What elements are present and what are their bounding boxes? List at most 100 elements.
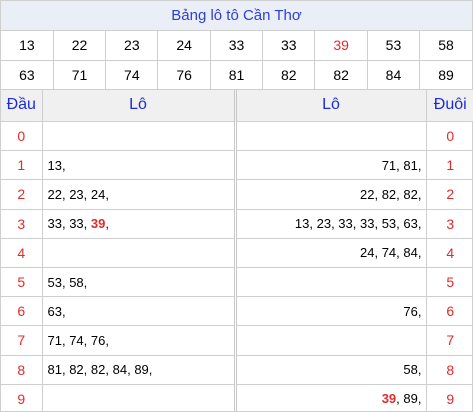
duoi-cell: 4 <box>426 238 473 268</box>
loto-number: 71 <box>381 157 397 173</box>
loto-row: 7 71, 74, 76, 7 <box>1 325 473 356</box>
loto-number: 82 <box>69 362 84 378</box>
loto-number: 82 <box>381 186 397 202</box>
loto-number: 39 <box>381 391 397 407</box>
loto-number: 81 <box>47 362 62 378</box>
loto-number: 76 <box>90 332 106 348</box>
loto-number: 84 <box>403 245 418 261</box>
loto-number: 63 <box>403 216 418 232</box>
lo-right-cell: 71, 81, <box>235 150 427 181</box>
loto-row: 3 33, 33, 39, 13, 23, 33, 33, 53, 63, 3 <box>1 209 473 239</box>
loto-row: 6 63, 76, 6 <box>1 296 473 327</box>
loto-number: 22 <box>47 186 62 202</box>
result-cell: 22 <box>53 31 107 61</box>
loto-number: 24 <box>360 245 375 261</box>
header-dau: Đầu <box>1 89 43 122</box>
result-cell: 13 <box>1 31 54 61</box>
lo-left-cell: 71, 74, 76, <box>42 325 237 356</box>
loto-number: 71 <box>47 332 62 348</box>
loto-number: 81 <box>403 157 418 173</box>
duoi-cell: 8 <box>426 355 473 385</box>
duoi-cell: 5 <box>426 267 473 298</box>
loto-number: 89 <box>134 362 149 378</box>
header-duoi: Đuôi <box>426 89 473 122</box>
duoi-cell: 6 <box>426 296 473 327</box>
result-cell: 84 <box>367 60 421 90</box>
loto-number: 24 <box>90 186 106 202</box>
duoi-cell: 1 <box>426 150 473 181</box>
header-lo-right: Lô <box>235 89 427 122</box>
lo-right-cell <box>235 121 427 152</box>
dau-cell: 5 <box>1 267 43 298</box>
result-cell: 58 <box>419 31 472 61</box>
result-cell: 24 <box>157 31 211 61</box>
duoi-cell: 0 <box>426 121 473 152</box>
lo-left-cell: 22, 23, 24, <box>42 179 237 210</box>
lo-right-cell: 13, 23, 33, 33, 53, 63, <box>235 209 427 239</box>
page-title: Bảng lô tô Cần Thơ <box>1 1 472 31</box>
dau-cell: 0 <box>1 121 43 152</box>
duoi-cell: 3 <box>426 209 473 239</box>
loto-number: 33 <box>69 216 84 232</box>
loto-row: 4 24, 74, 84, 4 <box>1 238 473 268</box>
loto-number: 74 <box>69 332 84 348</box>
loto-number: 13 <box>47 157 62 173</box>
result-cell: 33 <box>210 31 264 61</box>
result-cell: 39 <box>314 31 368 61</box>
results-grid: 13 22 23 24 33 33 39 53 58 63 71 74 76 81 82 82 84 89 <box>1 31 472 90</box>
lo-left-cell <box>42 384 237 412</box>
loto-number: 76 <box>403 303 418 319</box>
lo-right-cell: 39, 89, <box>235 384 427 412</box>
loto-number: 33 <box>360 216 375 232</box>
lo-left-cell: 33, 33, 39, <box>42 209 237 239</box>
loto-number: 39 <box>90 216 106 232</box>
lo-right-cell: 24, 74, 84, <box>235 238 427 268</box>
loto-number: 23 <box>69 186 84 202</box>
loto-row: 9 39, 89, 9 <box>1 384 473 412</box>
duoi-cell: 7 <box>426 325 473 356</box>
loto-table: Đầu Lô Lô Đuôi 0 0 1 13, 71, 81, 1 2 22, 23, … <box>1 89 473 412</box>
lo-right-cell: 58, <box>235 355 427 385</box>
dau-cell: 1 <box>1 150 43 181</box>
result-cell: 71 <box>53 60 107 90</box>
dau-cell: 6 <box>1 296 43 327</box>
loto-number: 13 <box>294 216 310 232</box>
loto-number: 82 <box>403 186 418 202</box>
dau-cell: 4 <box>1 238 43 268</box>
header-lo-left: Lô <box>42 89 237 122</box>
result-cell: 33 <box>262 31 316 61</box>
results-row: 63 71 74 76 81 82 82 84 89 <box>1 60 472 90</box>
result-cell: 82 <box>262 60 316 90</box>
dau-cell: 9 <box>1 384 43 412</box>
lo-left-cell <box>42 238 237 268</box>
dau-cell: 3 <box>1 209 43 239</box>
lo-right-cell: 22, 82, 82, <box>235 179 427 210</box>
result-cell: 81 <box>210 60 264 90</box>
loto-number: 84 <box>112 362 128 378</box>
loto-number: 53 <box>47 274 62 290</box>
loto-header-row: Đầu Lô Lô Đuôi <box>1 89 473 122</box>
loto-row: 5 53, 58, 5 <box>1 267 473 298</box>
duoi-cell: 9 <box>426 384 473 412</box>
loto-row: 2 22, 23, 24, 22, 82, 82, 2 <box>1 179 473 210</box>
loto-number: 58 <box>403 362 418 378</box>
dau-cell: 7 <box>1 325 43 356</box>
dau-cell: 8 <box>1 355 43 385</box>
result-cell: 53 <box>367 31 421 61</box>
loto-number: 33 <box>338 216 353 232</box>
result-cell: 63 <box>1 60 54 90</box>
duoi-cell: 2 <box>426 179 473 210</box>
loto-number: 89 <box>403 391 418 407</box>
loto-row: 8 81, 82, 82, 84, 89, 58, 8 <box>1 355 473 385</box>
loto-number: 58 <box>69 274 84 290</box>
loto-number: 23 <box>316 216 332 232</box>
result-cell: 76 <box>157 60 211 90</box>
loto-number: 82 <box>90 362 106 378</box>
lo-right-cell <box>235 325 427 356</box>
result-cell: 89 <box>419 60 472 90</box>
lo-right-cell <box>235 267 427 298</box>
result-cell: 74 <box>105 60 159 90</box>
loto-number: 53 <box>381 216 397 232</box>
